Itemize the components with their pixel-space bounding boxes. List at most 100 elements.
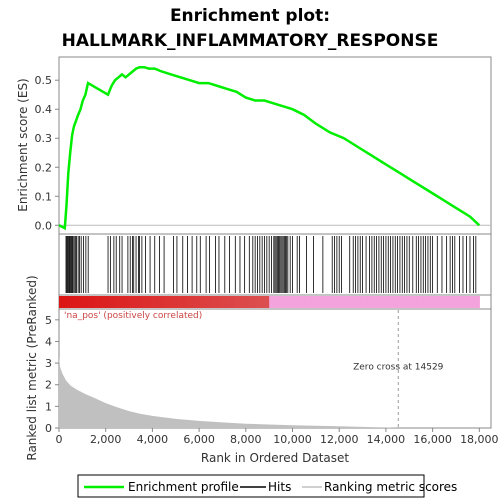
band-cell xyxy=(297,296,305,308)
band-cell xyxy=(437,296,445,308)
es-ylabel: Enrichment score (ES) xyxy=(16,78,30,211)
es-ytick-label: 0.2 xyxy=(35,161,53,174)
hits-panel xyxy=(58,233,492,296)
band-cell xyxy=(122,296,130,308)
band-cell xyxy=(311,296,319,308)
metric-ytick-label: 0 xyxy=(45,422,52,435)
band-cell xyxy=(220,296,228,308)
band-cell xyxy=(66,296,74,308)
metric-xtick-label: 12,000 xyxy=(320,433,359,446)
band-cell xyxy=(178,296,186,308)
band-cell xyxy=(304,296,312,308)
metric-ytick-label: 5 xyxy=(45,314,52,327)
band-cell xyxy=(465,296,473,308)
metric-ytick-label: 3 xyxy=(45,357,52,370)
metric-ytick-label: 4 xyxy=(45,335,52,348)
es-ytick-label: 0.4 xyxy=(35,103,53,116)
band-cell xyxy=(451,296,459,308)
legend-box xyxy=(77,474,425,498)
band-cell xyxy=(171,296,179,308)
band-cell xyxy=(192,296,200,308)
band-cell xyxy=(199,296,207,308)
chart-title-line1: Enrichment plot: xyxy=(170,6,330,26)
es-profile-line xyxy=(58,65,481,231)
metric-ytick-label: 2 xyxy=(45,379,52,392)
band-cell xyxy=(346,296,354,308)
metric-ylabel: Ranked list metric (PreRanked) xyxy=(25,275,39,460)
band-cell xyxy=(423,296,431,308)
band-cell xyxy=(108,296,116,308)
band-cell xyxy=(367,296,375,308)
metric-xtick-label: 18,000 xyxy=(460,433,499,446)
band-cell xyxy=(374,296,382,308)
band-cell xyxy=(234,296,242,308)
band-cell xyxy=(381,296,389,308)
band-cell xyxy=(129,296,137,308)
band-cell xyxy=(360,296,368,308)
band-cell xyxy=(332,296,340,308)
band-cell xyxy=(339,296,347,308)
band-cell xyxy=(409,296,417,308)
band-cell xyxy=(255,296,263,308)
band-cell xyxy=(185,296,193,308)
metric-xtick-label: 10,000 xyxy=(273,433,312,446)
zero-cross-label: Zero cross at 14529 xyxy=(353,363,444,373)
metric-xtick-label: 8,000 xyxy=(230,433,262,446)
hit-lines xyxy=(65,236,477,293)
metric-area xyxy=(59,356,480,428)
legend-metric-label: Ranking metric scores xyxy=(324,480,457,494)
metric-xtick-label: 6,000 xyxy=(183,433,215,446)
band-cell xyxy=(248,296,256,308)
band-cell xyxy=(150,296,158,308)
band-cell xyxy=(157,296,165,308)
es-ytick-label: 0.3 xyxy=(35,132,53,145)
es-panel: 0.0 0.1 0.2 0.3 0.4 0.5 Enrichment score (ES) xyxy=(16,56,492,235)
metric-xlabel: Rank in Ordered Dataset xyxy=(201,451,349,465)
band-cell xyxy=(164,296,172,308)
positive-correlated-label: 'na_pos' (positively correlated) xyxy=(64,311,202,321)
metric-ytick-label: 1 xyxy=(45,400,52,413)
es-ytick-label: 0.5 xyxy=(35,74,53,87)
band-cell xyxy=(402,296,410,308)
legend-enrichment-label: Enrichment profile xyxy=(128,480,239,494)
band-cell xyxy=(388,296,396,308)
metric-y-ticks: 0 1 2 3 4 5 xyxy=(45,314,59,435)
es-plot-frame xyxy=(58,56,492,235)
band-cell xyxy=(227,296,235,308)
band-cell xyxy=(276,296,284,308)
band-cell xyxy=(283,296,291,308)
band-cell xyxy=(73,296,81,308)
band-cell xyxy=(241,296,249,308)
band-cell xyxy=(318,296,326,308)
metric-x-ticks: 0 2,000 4,000 6,000 8,000 10,000 12,000 14,000 1… xyxy=(56,428,499,446)
band-cell xyxy=(458,296,466,308)
band-cell xyxy=(290,296,298,308)
metric-xtick-label: 0 xyxy=(56,433,63,446)
metric-xtick-label: 16,000 xyxy=(413,433,452,446)
band-cell xyxy=(395,296,403,308)
band-cell xyxy=(115,296,123,308)
es-ytick-label: 0.1 xyxy=(35,190,53,203)
legend: Enrichment profile Hits Ranking metric s… xyxy=(77,474,457,498)
ranking-band xyxy=(58,294,492,310)
band-cell xyxy=(101,296,109,308)
metric-frame xyxy=(58,308,492,429)
band-cell xyxy=(94,296,102,308)
chart-title-line2: HALLMARK_INFLAMMATORY_RESPONSE xyxy=(62,31,439,51)
band-cell xyxy=(325,296,333,308)
band-cell xyxy=(472,296,480,308)
es-ytick-label: 0.0 xyxy=(35,219,53,232)
band-cells xyxy=(59,296,480,308)
band-cell xyxy=(262,296,270,308)
metric-xtick-label: 2,000 xyxy=(90,433,122,446)
band-cell xyxy=(444,296,452,308)
band-cell xyxy=(136,296,144,308)
metric-xtick-label: 4,000 xyxy=(137,433,169,446)
band-cell xyxy=(206,296,214,308)
band-cell xyxy=(269,296,277,308)
metric-panel: Zero cross at 14529 'na_pos' (positively… xyxy=(25,275,499,465)
legend-hits-label: Hits xyxy=(268,480,291,494)
band-cell xyxy=(430,296,438,308)
band-cell xyxy=(59,296,67,308)
